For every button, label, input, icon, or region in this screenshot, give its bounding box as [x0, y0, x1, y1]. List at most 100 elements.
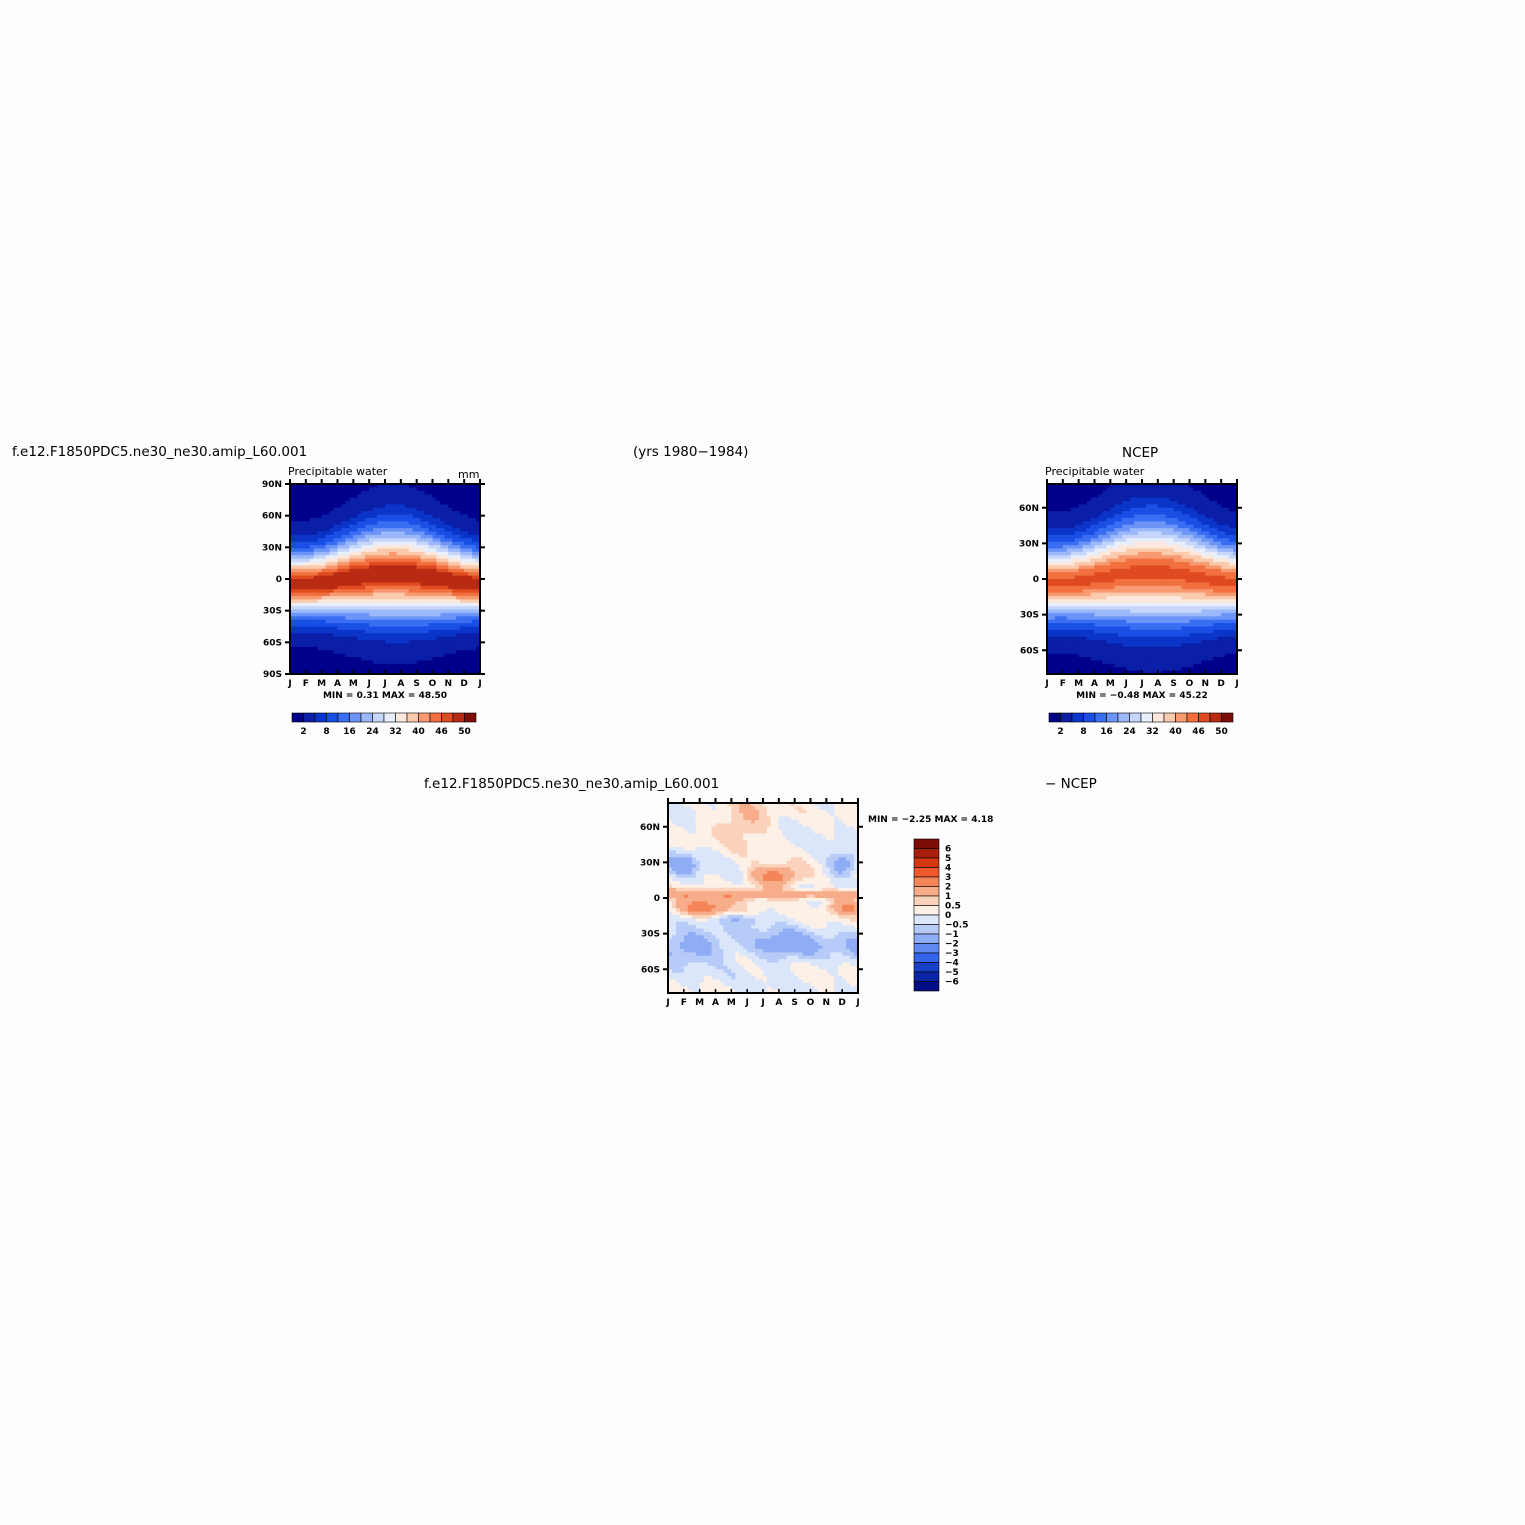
model-heatmap-cell [321, 657, 327, 662]
model-heatmap-cell [290, 636, 295, 641]
model-heatmap-cell [448, 643, 453, 648]
obs-heatmap-cell [1145, 609, 1151, 614]
obs-heatmap-cell [1102, 667, 1107, 672]
model-heatmap-cell [452, 595, 457, 600]
obs-heatmap-cell [1050, 572, 1056, 577]
model-heatmap-cell [369, 507, 374, 512]
obs-heatmap-cell [1094, 548, 1100, 553]
obs-heatmap-cell [1197, 643, 1202, 648]
model-heatmap-cell [337, 595, 343, 600]
model-heatmap-cell [290, 623, 295, 628]
model-colorbar: 2 8 16 24 32 40 46 50 [291, 712, 477, 737]
model-heatmap-cell [420, 640, 426, 645]
model-heatmap-cell [309, 670, 315, 675]
model-heatmap-cell [329, 646, 335, 651]
model-heatmap-cell [385, 562, 390, 567]
model-heatmap-cell [392, 667, 398, 672]
obs-heatmap-cell [1102, 517, 1107, 522]
model-heatmap-cell [472, 589, 477, 594]
model-heatmap-cell [377, 653, 382, 658]
model-heatmap-cell [388, 595, 394, 600]
model-heatmap-cell [317, 517, 323, 522]
model-heatmap-cell [416, 663, 422, 668]
model-heatmap-cell [436, 585, 442, 590]
model-heatmap-cell [452, 589, 457, 594]
model-heatmap-cell [412, 660, 418, 665]
obs-heatmap-cell [1165, 619, 1171, 624]
model-heatmap-cell [452, 667, 457, 672]
obs-heatmap-cell [1082, 636, 1088, 641]
model-colorbar-swatch [383, 712, 396, 723]
model-heatmap-cell [468, 657, 473, 662]
model-heatmap-cell [468, 511, 473, 516]
model-heatmap-cell [432, 514, 438, 519]
model-heatmap-cell [404, 484, 410, 488]
obs-heatmap-cell [1110, 511, 1115, 516]
model-heatmap-cell [424, 612, 430, 617]
obs-heatmap-cell [1058, 606, 1064, 611]
obs-heatmap-cell [1153, 504, 1159, 509]
obs-heatmap-cell [1098, 599, 1104, 604]
model-heatmap-cell [381, 517, 386, 522]
model-heatmap-cell [385, 640, 390, 645]
model-heatmap-cell [309, 551, 315, 556]
model-heatmap-cell [464, 612, 469, 617]
obs-heatmap-cell [1066, 582, 1072, 587]
model-heatmap-cell [452, 616, 457, 621]
model-heatmap-cell [305, 592, 311, 597]
obs-heatmap-cell [1157, 521, 1163, 526]
model-heatmap-cell [388, 612, 394, 617]
obs-heatmap-cell [1165, 517, 1171, 522]
model-heatmap-cell [440, 541, 445, 546]
obs-heatmap-cell [1149, 636, 1155, 641]
obs-heatmap-cell [1094, 490, 1100, 495]
obs-heatmap-cell [1066, 572, 1072, 577]
obs-heatmap-cell [1106, 663, 1111, 668]
model-heatmap-cell [337, 592, 343, 597]
model-heatmap-cell [464, 490, 469, 495]
model-heatmap-cell [436, 636, 442, 641]
obs-heatmap-cell [1130, 619, 1135, 624]
obs-heatmap-cell [1153, 572, 1159, 577]
model-heatmap-cell [452, 511, 457, 516]
obs-heatmap-cell [1169, 633, 1175, 638]
model-heatmap-cell [313, 575, 319, 580]
obs-heatmap-cell [1197, 555, 1202, 560]
obs-heatmap-cell [1157, 640, 1163, 645]
model-heatmap-cell [341, 551, 347, 556]
model-heatmap-cell [301, 592, 307, 597]
obs-heatmap-cell [1047, 504, 1052, 509]
model-heatmap-cell [416, 599, 422, 604]
obs-heatmap-cell [1130, 667, 1135, 672]
obs-heatmap-cell [1134, 531, 1139, 536]
model-heatmap-cell [396, 551, 402, 556]
model-heatmap-cell [444, 514, 449, 519]
model-heatmap-cell [388, 579, 394, 583]
obs-heatmap-cell [1114, 487, 1119, 492]
obs-heatmap-cell [1110, 657, 1115, 662]
obs-heatmap-cell [1054, 562, 1060, 567]
model-heatmap-cell [333, 548, 339, 553]
obs-heatmap-cell [1082, 497, 1088, 502]
obs-heatmap-cell [1070, 619, 1076, 624]
model-heatmap-cell [456, 646, 461, 651]
model-heatmap-cell [408, 663, 414, 668]
obs-heatmap-cell [1169, 606, 1175, 611]
obs-heatmap-cell [1169, 623, 1175, 628]
model-heatmap-cell [424, 606, 430, 611]
model-heatmap-cell [392, 500, 398, 505]
obs-heatmap-cell [1153, 521, 1159, 526]
obs-heatmap-cell [1149, 524, 1155, 529]
obs-heatmap-cell [1054, 582, 1060, 587]
obs-heatmap-cell [1189, 545, 1195, 550]
obs-heatmap-cell [1098, 623, 1104, 628]
obs-heatmap-cell [1169, 551, 1175, 556]
obs-heatmap-cell [1058, 612, 1064, 617]
model-heatmap-cell [361, 667, 366, 672]
obs-heatmap-cell [1047, 484, 1052, 488]
obs-heatmap-cell [1078, 545, 1084, 550]
obs-heatmap-cell [1138, 494, 1143, 499]
obs-heatmap-cell [1142, 531, 1147, 536]
model-heatmap-cell [400, 640, 406, 645]
obs-heatmap-cell [1126, 514, 1131, 519]
